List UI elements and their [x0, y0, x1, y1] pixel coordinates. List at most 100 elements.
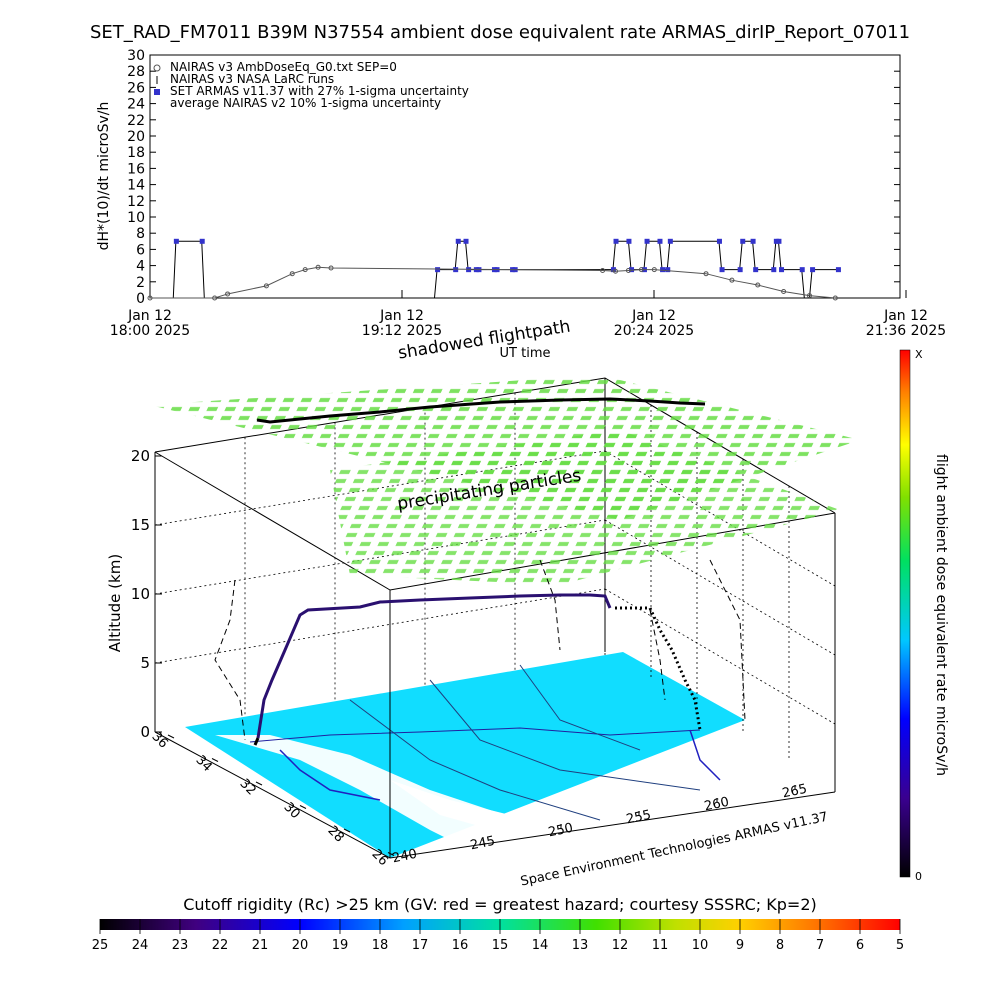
data-point [453, 267, 459, 273]
cutoff-rigidity-label: Cutoff rigidity (Rc) >25 km (GV: red = g… [183, 895, 817, 914]
cutoff-tick-label: 16 [452, 938, 469, 953]
ocean-region [390, 780, 545, 832]
ocean-region [215, 735, 520, 850]
lat-tick [299, 805, 307, 809]
grid-line [154, 588, 606, 664]
cutoff-tick-label: 10 [692, 938, 709, 953]
cutoff-tick-label: 13 [572, 938, 589, 953]
data-point [799, 267, 805, 273]
data-point [716, 238, 722, 244]
lon-tick-label: 265 [781, 782, 808, 802]
data-point [600, 267, 606, 273]
cutoff-tick-label: 8 [776, 938, 784, 953]
y-tick-label: 0 [136, 291, 145, 307]
lat-tick [387, 852, 395, 856]
projection-line [214, 579, 246, 741]
y-tick-label: 30 [127, 48, 145, 64]
cutoff-tick-label: 11 [652, 938, 669, 953]
z-tick-label: 5 [140, 654, 150, 672]
lat-tick-label: 36 [148, 729, 170, 751]
shadowed-flightpath [256, 397, 706, 424]
lat-tick-label: 34 [192, 753, 214, 775]
data-point [703, 271, 709, 277]
data-point [328, 265, 334, 271]
data-point [315, 264, 321, 270]
data-point [667, 238, 673, 244]
x-tick-label: 19:12 2025 [362, 323, 442, 339]
data-point [779, 267, 785, 273]
data-point [263, 283, 269, 289]
legend-entry: average NAIRAS v2 10% 1-sigma uncertaint… [170, 96, 441, 110]
colorbar-gradient [900, 350, 910, 877]
data-point [463, 238, 469, 244]
y-tick-label: 6 [136, 242, 145, 258]
legend-marker [153, 64, 161, 72]
data-point [613, 268, 619, 274]
data-point [750, 238, 756, 244]
lon-tick-label: 250 [547, 821, 574, 841]
data-point [810, 267, 816, 273]
cutoff-tick-label: 15 [492, 938, 509, 953]
data-point [638, 267, 644, 273]
data-point [729, 277, 735, 283]
z-tick-label: 20 [131, 447, 150, 465]
plot-frame [149, 54, 901, 299]
colorbar-max-label: X [915, 348, 923, 361]
y-tick-label: 20 [127, 129, 145, 145]
cutoff-tick-label: 6 [856, 938, 864, 953]
series-line [150, 266, 836, 299]
data-point [626, 238, 632, 244]
y-tick-label: 28 [127, 64, 145, 80]
altitude-axis-label: Altitude (km) [106, 554, 124, 652]
x-tick-label: Jan 12 [883, 308, 928, 324]
data-point [773, 238, 779, 244]
x-tick-label: 21:36 2025 [866, 323, 946, 339]
z-tick-label: 15 [131, 516, 150, 534]
x-tick-label: 18:00 2025 [110, 323, 190, 339]
data-point [832, 295, 838, 301]
data-point [289, 271, 295, 277]
y-tick-label: 2 [136, 275, 145, 291]
cutoff-rigidity-bar: 25 24 23 22 21 20 19 18 17 16 15 14 13 12 11 10 9 8 7 6 5 [92, 919, 904, 953]
cutoff-tick-label: 22 [212, 938, 229, 953]
cutoff-tick-label: 23 [172, 938, 189, 953]
plot-series [147, 238, 841, 301]
data-point [199, 238, 205, 244]
projection-line [649, 609, 666, 701]
data-point [435, 267, 441, 273]
legend-entry: NAIRAS v3 AmbDoseEq_G0.txt SEP=0 [170, 60, 397, 74]
flight-trajectory [615, 606, 702, 731]
y-tick-label: 4 [136, 259, 145, 275]
data-point [302, 267, 308, 273]
cutoff-tick-label: 21 [252, 938, 269, 953]
data-point [225, 291, 231, 297]
cutoff-tick-label: 5 [896, 938, 904, 953]
y-tick-label: 8 [136, 226, 145, 242]
flight-trajectory [253, 737, 260, 746]
longitude-ticks: 240 245 250 255 260 265 [391, 782, 808, 867]
cutoff-ticks: 25 24 23 22 21 20 19 18 17 16 15 14 13 12 11 10 9 8 7 6 5 [92, 919, 904, 953]
data-point [781, 289, 787, 295]
data-point [719, 267, 725, 273]
data-point [753, 267, 759, 273]
coastline [279, 749, 381, 801]
data-point [776, 238, 782, 244]
cutoff-tick-label: 19 [332, 938, 349, 953]
x-tick-label: Jan 12 [127, 308, 172, 324]
border-line [429, 679, 701, 791]
data-point [755, 282, 761, 288]
particle-layer [330, 430, 840, 585]
data-point [806, 293, 812, 299]
lat-tick [343, 828, 351, 833]
data-point [625, 267, 631, 273]
cutoff-tick-label: 14 [532, 938, 549, 953]
legend-marker [154, 89, 160, 95]
cutoff-tick-label: 9 [736, 938, 744, 953]
lat-tick [167, 734, 175, 739]
legend-entry: SET ARMAS v11.37 with 27% 1-sigma uncert… [170, 84, 469, 98]
colorbar-frame [899, 349, 911, 878]
y-tick-label: 26 [127, 80, 145, 96]
lat-tick [211, 758, 219, 762]
